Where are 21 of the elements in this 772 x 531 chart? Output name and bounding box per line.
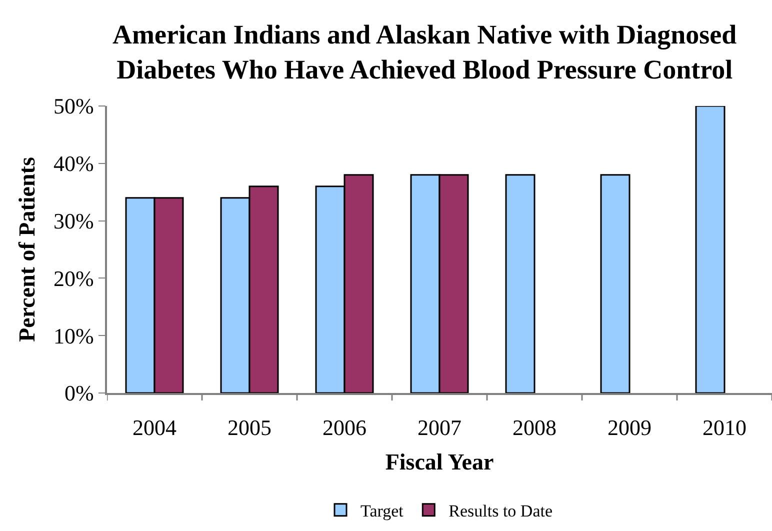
x-tick-label: 2006 <box>322 415 366 440</box>
y-tick-label: 50% <box>54 94 94 119</box>
x-tick-label: 2004 <box>132 415 176 440</box>
chart-title: American Indians and Alaskan Native with Diagnosed Diabetes Who Have Achieved Blood Pressure Control <box>112 20 737 85</box>
bar <box>505 174 536 393</box>
x-tick-label: 2007 <box>418 415 462 440</box>
y-axis-title: Percent of Patients <box>14 157 40 342</box>
x-tick-label: 2008 <box>512 415 556 440</box>
y-tick-label: 0% <box>64 380 94 406</box>
bar <box>695 106 726 393</box>
x-tick-label: 2005 <box>228 415 272 440</box>
bar <box>600 174 630 393</box>
x-tick-label: 2010 <box>702 415 746 440</box>
legend-label: Results to Date <box>448 502 553 521</box>
x-tick-label: 2009 <box>608 415 652 440</box>
legend-label: Target <box>360 502 404 521</box>
y-tick-label: 30% <box>54 208 94 234</box>
y-tick-label: 10% <box>54 323 94 348</box>
x-axis-title: Fiscal Year <box>385 449 494 474</box>
y-tick-label: 40% <box>54 151 94 176</box>
y-tick-label: 20% <box>54 266 94 291</box>
